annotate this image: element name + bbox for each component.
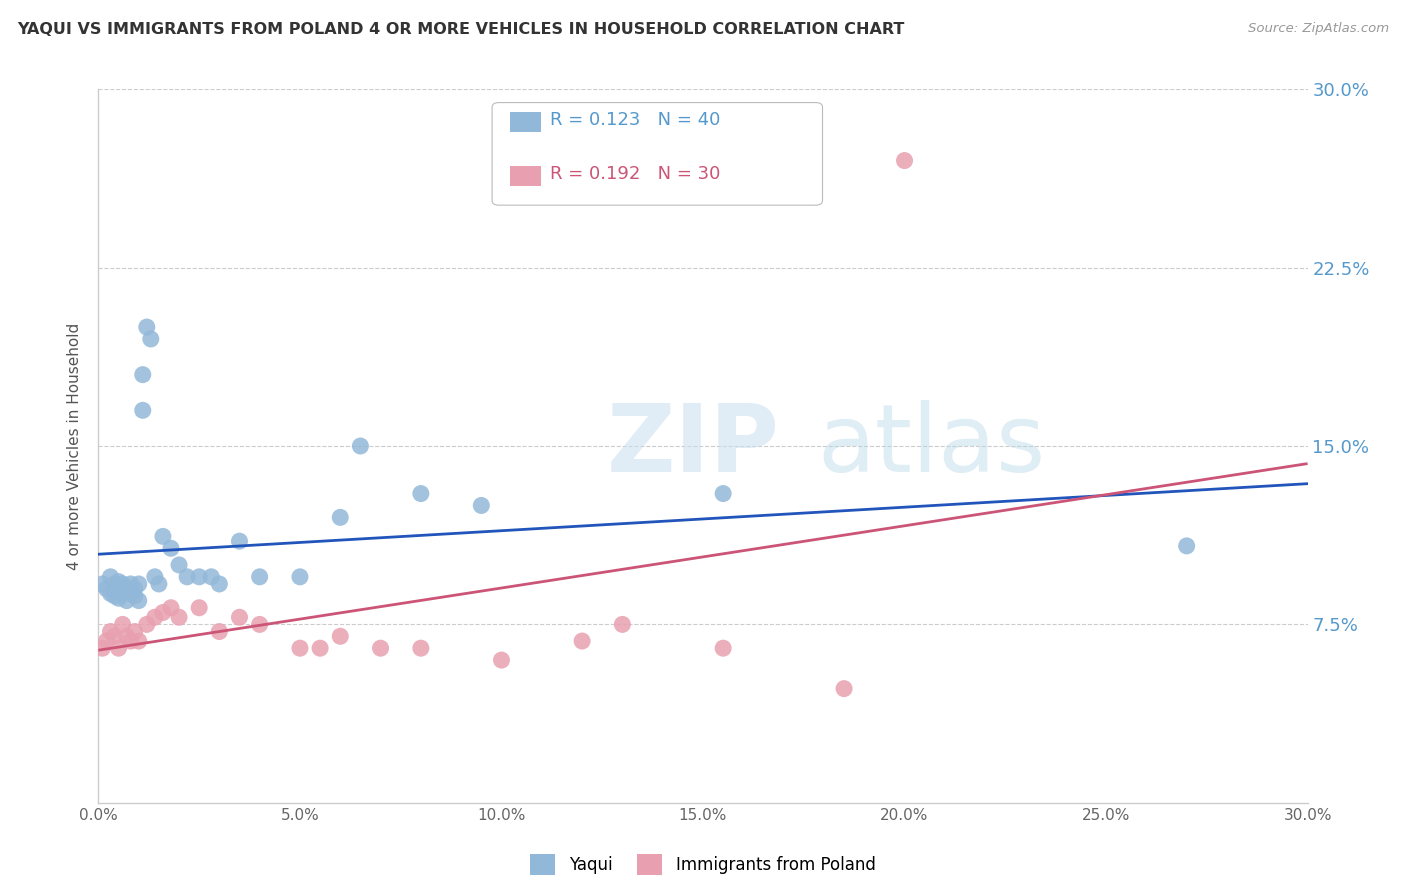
Text: YAQUI VS IMMIGRANTS FROM POLAND 4 OR MORE VEHICLES IN HOUSEHOLD CORRELATION CHAR: YAQUI VS IMMIGRANTS FROM POLAND 4 OR MOR… <box>17 22 904 37</box>
Point <box>120 586 142 600</box>
Point <box>167 558 190 572</box>
Point <box>103 577 125 591</box>
Point <box>96 582 118 596</box>
Point <box>228 610 250 624</box>
Point <box>1175 539 1198 553</box>
Point <box>120 634 142 648</box>
Point <box>124 589 146 603</box>
Point <box>128 593 150 607</box>
Point <box>188 600 211 615</box>
Text: R = 0.192   N = 30: R = 0.192 N = 30 <box>550 165 720 183</box>
Text: ZIP: ZIP <box>606 400 779 492</box>
Point <box>124 582 146 596</box>
Point <box>128 634 150 648</box>
Point <box>491 653 513 667</box>
Point <box>100 624 122 639</box>
Point <box>135 320 157 334</box>
Point <box>309 641 332 656</box>
Point <box>409 641 432 656</box>
Point <box>120 577 142 591</box>
Point <box>329 510 352 524</box>
Legend: Yaqui, Immigrants from Poland: Yaqui, Immigrants from Poland <box>524 847 882 881</box>
Point <box>124 624 146 639</box>
Point <box>329 629 352 643</box>
Point <box>128 577 150 591</box>
Point <box>208 577 231 591</box>
Point <box>176 570 198 584</box>
Point <box>91 641 114 656</box>
Point <box>711 641 734 656</box>
Point <box>139 332 162 346</box>
Point <box>115 629 138 643</box>
Point <box>115 593 138 607</box>
Point <box>143 610 166 624</box>
Point <box>132 368 155 382</box>
Point <box>571 634 593 648</box>
Point <box>711 486 734 500</box>
Point <box>148 577 170 591</box>
Y-axis label: 4 or more Vehicles in Household: 4 or more Vehicles in Household <box>67 322 83 570</box>
Point <box>409 486 432 500</box>
Point <box>188 570 211 584</box>
Point <box>152 529 174 543</box>
Point <box>111 617 134 632</box>
Point <box>612 617 634 632</box>
Point <box>96 634 118 648</box>
Point <box>167 610 190 624</box>
Point <box>288 570 311 584</box>
Point <box>160 600 183 615</box>
Point <box>100 586 122 600</box>
Point <box>103 629 125 643</box>
Point <box>228 534 250 549</box>
Text: R = 0.123   N = 40: R = 0.123 N = 40 <box>550 112 720 129</box>
Text: Source: ZipAtlas.com: Source: ZipAtlas.com <box>1249 22 1389 36</box>
Point <box>200 570 222 584</box>
Point <box>100 570 122 584</box>
Point <box>152 606 174 620</box>
Point <box>893 153 915 168</box>
Point <box>107 574 129 589</box>
Point <box>160 541 183 556</box>
Point <box>107 641 129 656</box>
Point <box>111 586 134 600</box>
Point <box>249 570 271 584</box>
Point <box>288 641 311 656</box>
Point <box>249 617 271 632</box>
Point <box>107 591 129 606</box>
Point <box>91 577 114 591</box>
Point <box>208 624 231 639</box>
Point <box>349 439 371 453</box>
Point <box>370 641 392 656</box>
Point <box>115 582 138 596</box>
Point <box>135 617 157 632</box>
Text: atlas: atlas <box>818 400 1046 492</box>
Point <box>132 403 155 417</box>
Point <box>111 577 134 591</box>
Point <box>103 589 125 603</box>
Point <box>143 570 166 584</box>
Point <box>832 681 855 696</box>
Point <box>470 499 492 513</box>
